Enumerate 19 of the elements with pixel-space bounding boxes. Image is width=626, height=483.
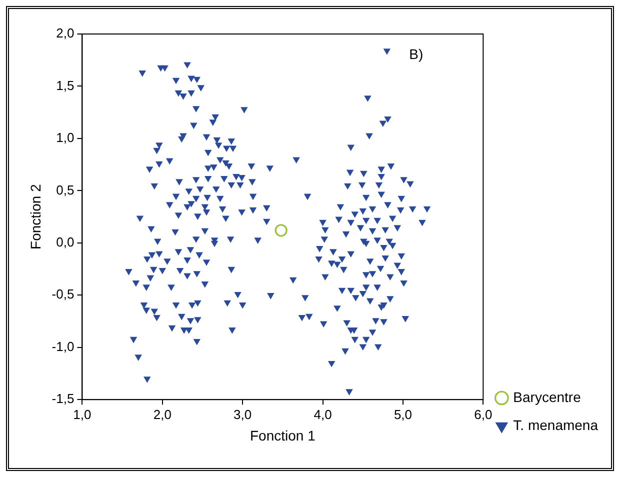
x-tick-label: 2,0 <box>153 406 172 422</box>
y-tick-label: -1,5 <box>52 391 74 406</box>
y-axis-title: Fonction 2 <box>27 184 44 250</box>
x-tick-label: 3,0 <box>234 406 252 422</box>
legend-label: T. menamena <box>513 416 598 433</box>
x-tick-label: 1,0 <box>73 406 92 422</box>
x-tick-label: 5,0 <box>394 406 412 422</box>
y-tick-label: 0,5 <box>56 182 74 198</box>
y-tick-label: 1,0 <box>56 130 74 146</box>
annotation: B) <box>409 46 424 62</box>
y-tick-label: -1,0 <box>52 338 74 354</box>
y-tick-label: 2,0 <box>56 26 74 41</box>
legend-label: Barycentre <box>513 388 582 405</box>
y-tick-label: -0,5 <box>52 286 74 302</box>
x-axis-title: Fonction 1 <box>250 427 316 444</box>
y-tick-label: 1,5 <box>56 78 74 93</box>
x-tick-label: 4,0 <box>314 406 332 422</box>
x-tick-label: 6,0 <box>474 406 492 422</box>
y-tick-label: 0,0 <box>56 234 74 250</box>
